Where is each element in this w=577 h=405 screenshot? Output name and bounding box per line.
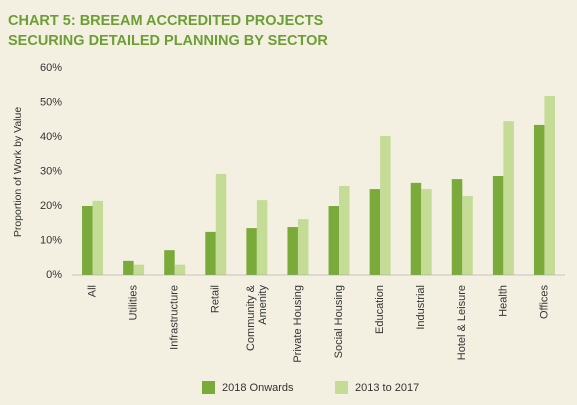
bar bbox=[369, 189, 381, 275]
bar bbox=[533, 124, 545, 275]
bar bbox=[328, 206, 340, 275]
bar bbox=[205, 231, 216, 275]
bar bbox=[123, 260, 134, 275]
legend-swatch bbox=[335, 381, 348, 394]
bar bbox=[339, 185, 350, 275]
x-tick-label: Utilities bbox=[128, 285, 140, 321]
x-tick-label: Hotel & Leisure bbox=[456, 285, 468, 360]
x-tick-label: Offices bbox=[538, 285, 550, 320]
y-tick-label: 50% bbox=[40, 96, 62, 108]
bar bbox=[503, 121, 514, 275]
x-tick-label: Private Housing bbox=[292, 285, 304, 363]
bar bbox=[133, 264, 145, 275]
y-axis-label: Proportion of Work by Value bbox=[12, 107, 24, 238]
x-tick-label: Retail bbox=[210, 285, 222, 313]
bar bbox=[297, 219, 309, 275]
bar bbox=[380, 135, 391, 275]
bar bbox=[174, 264, 186, 275]
legend-label: 2013 to 2017 bbox=[355, 382, 419, 394]
x-tick-label: Health bbox=[497, 285, 509, 317]
bar bbox=[421, 189, 432, 275]
bar bbox=[256, 200, 268, 275]
bar bbox=[82, 206, 93, 275]
y-tick-label: 60% bbox=[40, 62, 62, 74]
bar bbox=[164, 250, 175, 275]
bar bbox=[492, 175, 504, 275]
bar bbox=[215, 173, 227, 275]
legend-label: 2018 Onwards bbox=[222, 382, 294, 394]
chart-title: SECURING DETAILED PLANNING BY SECTOR bbox=[8, 33, 328, 49]
y-tick-label: 40% bbox=[40, 131, 62, 143]
x-tick-label: Community &Amenity bbox=[245, 284, 269, 351]
bar bbox=[544, 95, 555, 275]
legend-swatch bbox=[202, 381, 215, 394]
bar bbox=[462, 195, 473, 275]
x-tick-label: Social Housing bbox=[333, 285, 345, 358]
bar bbox=[246, 228, 257, 275]
y-tick-label: 30% bbox=[40, 165, 62, 177]
x-tick-label: All bbox=[86, 285, 98, 297]
bar bbox=[451, 179, 463, 275]
x-tick-label: Infrastructure bbox=[169, 285, 181, 350]
y-tick-label: 10% bbox=[40, 234, 62, 246]
bar bbox=[92, 200, 104, 275]
x-tick-label: Education bbox=[374, 285, 386, 334]
bar bbox=[287, 227, 298, 275]
x-tick-label: Industrial bbox=[415, 285, 427, 330]
y-tick-label: 20% bbox=[40, 200, 62, 212]
y-tick-label: 0% bbox=[46, 269, 62, 281]
chart-title: CHART 5: BREEAM ACCREDITED PROJECTS bbox=[8, 13, 324, 29]
bar bbox=[410, 182, 422, 275]
